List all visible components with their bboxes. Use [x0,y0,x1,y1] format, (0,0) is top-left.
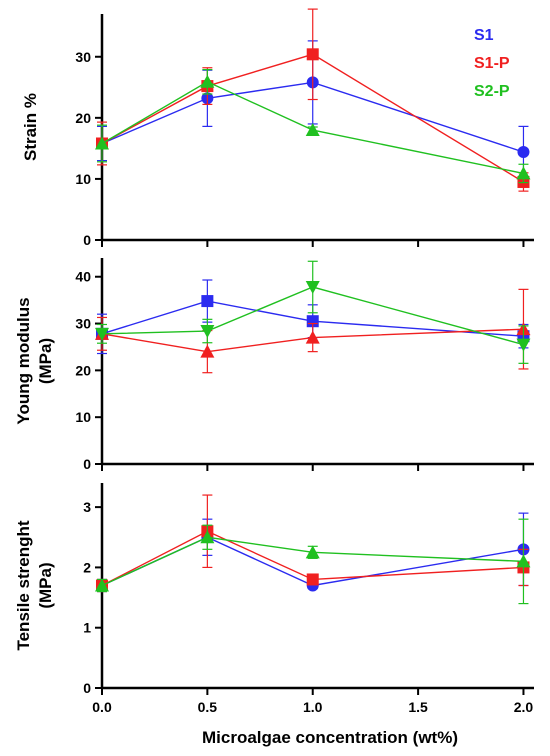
data-point [305,545,320,559]
data-point [305,330,320,344]
x-axis-title: Microalgae concentration (wt%) [202,728,458,747]
series-s2-p [95,260,531,364]
data-point [306,315,319,328]
data-point [200,325,215,339]
y-tick-label: 10 [75,409,91,425]
y-axis-title: Tensile strenght (MPa) [14,520,55,650]
y-tick-label: 0 [83,232,91,248]
legend-item-s1-p: S1-P [474,55,510,72]
legend: S1 S1-P S2-P [474,27,510,100]
x-tick-label: 1.5 [408,699,428,715]
data-point [95,578,109,592]
data-point [305,123,320,137]
y-tick-label: 3 [83,499,91,515]
series-line [101,53,524,183]
data-point [516,166,531,180]
y-tick-label: 20 [75,110,91,126]
data-point [306,48,319,61]
data-point [201,295,214,308]
y-tick-label: 1 [83,620,91,636]
data-point [306,573,319,586]
data-point [200,344,215,358]
series-line [101,530,524,587]
data-point [516,554,531,568]
y-tick-label: 20 [75,362,91,378]
series-line [101,81,524,153]
y-axis-title-line: (MPa) [36,338,55,384]
chart-panel-2: 0 10 20 30 40 Young modulus (MPa) [14,258,534,472]
y-tick-label: 30 [75,316,91,332]
series-line [101,328,524,353]
series-line [101,300,524,337]
y-tick-label: 40 [75,269,91,285]
data-point [517,146,530,159]
series-s2-p [95,518,531,605]
y-axis-title-line: Strain % [21,93,40,161]
y-axis-title-line: Tensile strenght [14,520,33,650]
x-tick-label: 2.0 [514,699,534,715]
y-tick-label: 30 [75,49,91,65]
chart-panel-3: 0 1 2 3 0.0 0.5 1.0 1.5 2.0 Tensile strenght (MPa)… [14,483,534,747]
series-line [101,286,524,346]
y-axis-title: Young modulus (MPa) [14,297,55,424]
y-axis-title: Strain % [21,93,40,161]
chart-panel-1: 0 10 20 30 Strain % S1 S1-P S2-P [21,8,534,248]
series-s1-p [96,494,530,593]
data-point [516,338,531,352]
x-tick-label: 0.5 [198,699,218,715]
series-line [101,81,524,175]
data-point [200,530,215,544]
legend-item-s2-p: S2-P [474,83,510,100]
x-tick-label: 1.0 [303,699,323,715]
series-line [101,536,524,587]
y-tick-label: 2 [83,559,91,575]
y-axis-title-line: Young modulus [14,297,33,424]
data-point [305,281,320,295]
series-s2-p [95,68,531,184]
y-tick-label: 10 [75,171,91,187]
x-tick-label: 0.0 [92,699,112,715]
y-tick-label: 0 [83,456,91,472]
data-point [95,136,109,150]
y-axis-title-line: (MPa) [36,562,55,608]
legend-item-s1: S1 [474,27,494,44]
y-tick-label: 0 [83,680,91,696]
data-point [200,74,215,88]
data-point [95,327,109,341]
